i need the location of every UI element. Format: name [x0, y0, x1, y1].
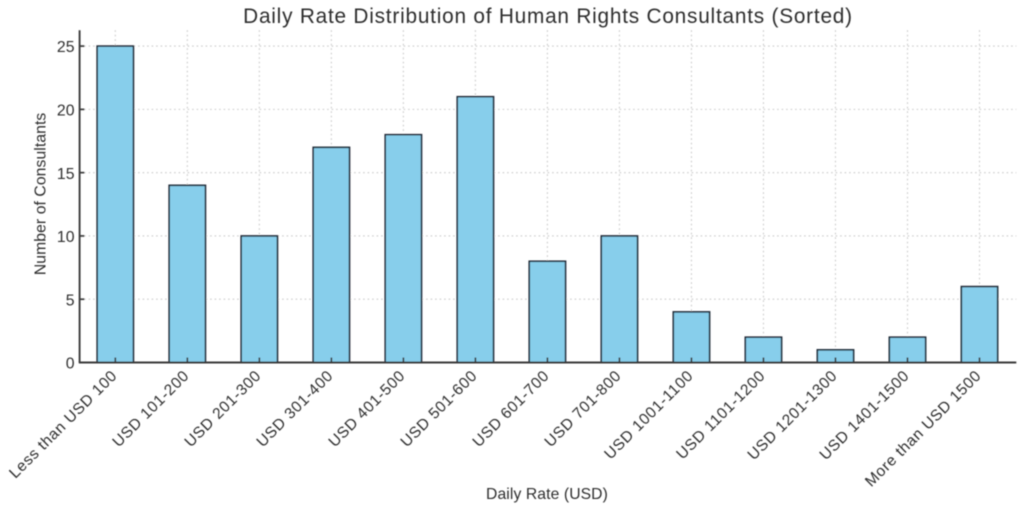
svg-text:5: 5 [66, 292, 75, 309]
svg-text:Number of Consultants: Number of Consultants [33, 113, 50, 276]
svg-text:20: 20 [57, 102, 75, 119]
svg-text:15: 15 [57, 166, 75, 183]
svg-text:10: 10 [57, 229, 75, 246]
svg-text:Daily Rate (USD): Daily Rate (USD) [486, 486, 608, 503]
svg-text:Daily Rate Distribution of Hum: Daily Rate Distribution of Human Rights … [243, 5, 853, 28]
svg-text:0: 0 [66, 356, 75, 373]
svg-text:25: 25 [57, 39, 75, 56]
